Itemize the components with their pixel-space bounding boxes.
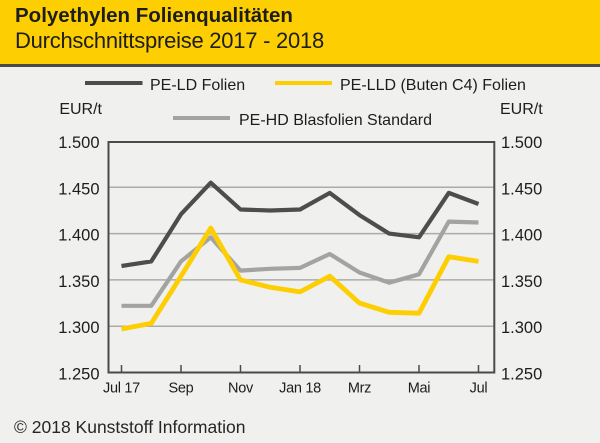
svg-text:1.300: 1.300 <box>501 319 542 337</box>
svg-text:1.500: 1.500 <box>58 134 99 152</box>
svg-text:1.400: 1.400 <box>501 227 542 245</box>
svg-text:PE-LLD (Buten C4) Folien: PE-LLD (Buten C4) Folien <box>340 77 526 94</box>
svg-text:Mai: Mai <box>408 381 431 397</box>
svg-text:EUR/t: EUR/t <box>500 101 543 118</box>
svg-text:EUR/t: EUR/t <box>59 101 102 118</box>
svg-text:Jul 17: Jul 17 <box>103 381 140 397</box>
svg-text:1.250: 1.250 <box>501 366 542 384</box>
svg-text:1.450: 1.450 <box>58 180 99 198</box>
svg-text:PE-HD Blasfolien Standard: PE-HD Blasfolien Standard <box>239 112 432 129</box>
svg-text:PE-LD Folien: PE-LD Folien <box>150 77 245 94</box>
svg-text:1.300: 1.300 <box>58 319 99 337</box>
svg-text:1.350: 1.350 <box>58 273 99 291</box>
svg-text:1.400: 1.400 <box>58 227 99 245</box>
svg-text:Mrz: Mrz <box>348 381 371 397</box>
svg-text:Sep: Sep <box>169 381 194 397</box>
svg-text:1.250: 1.250 <box>58 366 99 384</box>
svg-text:Jan 18: Jan 18 <box>279 381 321 397</box>
svg-text:1.350: 1.350 <box>501 273 542 291</box>
svg-text:1.450: 1.450 <box>501 180 542 198</box>
svg-text:Nov: Nov <box>228 381 254 397</box>
svg-text:1.500: 1.500 <box>501 134 542 152</box>
svg-text:Jul: Jul <box>470 381 488 397</box>
